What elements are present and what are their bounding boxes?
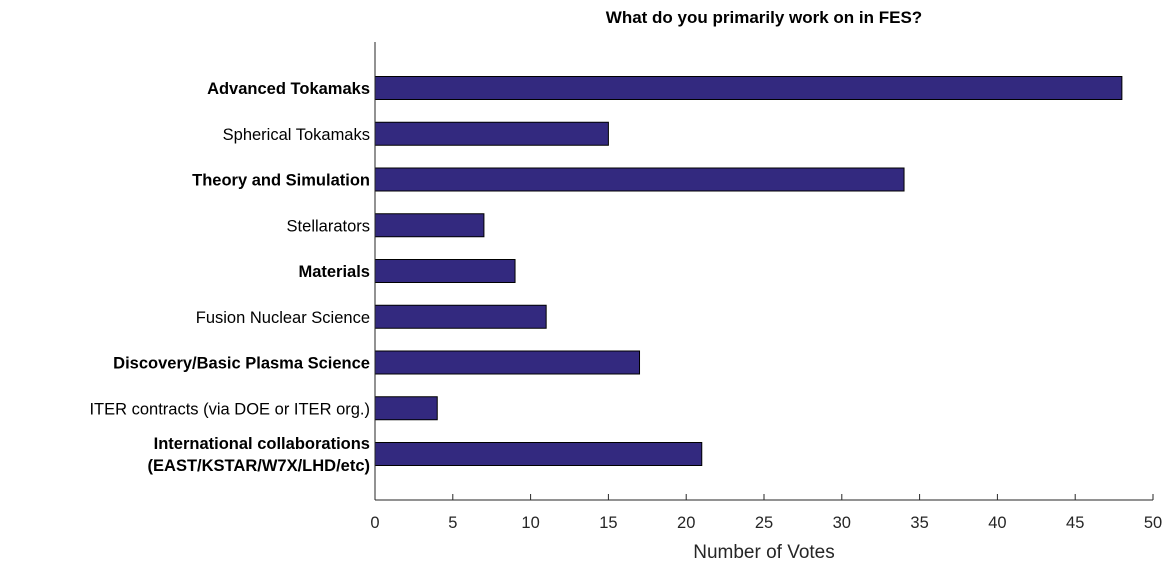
x-tick-label-0: 0 bbox=[370, 514, 379, 532]
x-tick-label-25: 25 bbox=[755, 514, 773, 532]
category-label-theory-and-simulation: Theory and Simulation bbox=[192, 172, 370, 190]
x-tick-label-15: 15 bbox=[599, 514, 617, 532]
x-tick-label-50: 50 bbox=[1144, 514, 1162, 532]
bar-advanced-tokamaks bbox=[374, 76, 1123, 100]
category-labels: Advanced Tokamaks Spherical Tokamaks Theor… bbox=[89, 80, 370, 475]
category-label-line: Stellarators bbox=[287, 217, 370, 235]
axes bbox=[374, 42, 1154, 501]
x-tick-label-40: 40 bbox=[988, 514, 1006, 532]
x-tick-label-10: 10 bbox=[521, 514, 539, 532]
bar-materials bbox=[374, 259, 516, 283]
x-tick-label-5: 5 bbox=[448, 514, 457, 532]
category-label-materials: Materials bbox=[298, 263, 370, 281]
bar-theory-and-simulation bbox=[374, 167, 905, 192]
category-label-line: Theory and Simulation bbox=[192, 172, 370, 190]
bar-stellarators bbox=[374, 213, 485, 238]
bars-layer bbox=[374, 76, 1123, 466]
x-axis-label: Number of Votes bbox=[693, 542, 835, 563]
x-tick-labels: 0 5 10 15 20 25 30 35 40 45 50 bbox=[370, 514, 1162, 532]
chart-title: What do you primarily work on in FES? bbox=[606, 8, 922, 27]
category-label-line: Spherical Tokamaks bbox=[223, 126, 370, 144]
bar-fusion-nuclear-science bbox=[374, 304, 547, 329]
x-tick-label-45: 45 bbox=[1066, 514, 1084, 532]
bar-discovery-basic-plasma-science bbox=[374, 350, 641, 375]
category-label-line: Fusion Nuclear Science bbox=[196, 309, 370, 327]
category-label-line: Materials bbox=[298, 263, 370, 281]
category-label-line: ITER contracts (via DOE or ITER org.) bbox=[89, 400, 370, 418]
category-label-fusion-nuclear-science: Fusion Nuclear Science bbox=[196, 309, 370, 327]
bar-iter-contracts-via-doe-or-iter-org bbox=[374, 396, 438, 421]
category-label-discovery-basic-plasma-science: Discovery/Basic Plasma Science bbox=[113, 355, 370, 373]
category-label-line: (EAST/KSTAR/W7X/LHD/etc) bbox=[148, 457, 370, 475]
x-tick-label-35: 35 bbox=[910, 514, 928, 532]
bar-international-collaborations-east-kstar-w7x-lhd-etc bbox=[374, 442, 703, 466]
category-label-line: International collaborations bbox=[154, 435, 370, 453]
category-label-iter-contracts-via-doe-or-iter-org: ITER contracts (via DOE or ITER org.) bbox=[89, 400, 370, 418]
category-label-line: Discovery/Basic Plasma Science bbox=[113, 355, 370, 373]
category-label-advanced-tokamaks: Advanced Tokamaks bbox=[207, 80, 370, 98]
category-label-stellarators: Stellarators bbox=[287, 217, 370, 235]
category-label-international-collaborations-east-kstar-w7x-lhd-etc: International collaborations (EAST/KSTAR/… bbox=[148, 435, 370, 475]
x-tick-label-30: 30 bbox=[833, 514, 851, 532]
x-tick-label-20: 20 bbox=[677, 514, 695, 532]
bar-spherical-tokamaks bbox=[374, 121, 609, 146]
category-label-line: Advanced Tokamaks bbox=[207, 80, 370, 98]
category-label-spherical-tokamaks: Spherical Tokamaks bbox=[223, 126, 370, 144]
